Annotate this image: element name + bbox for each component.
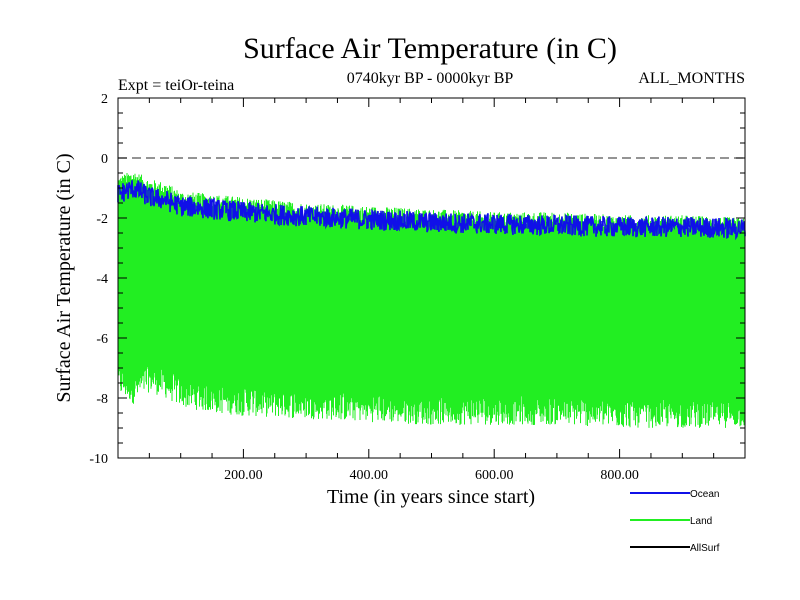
series-land (117, 172, 746, 428)
x-tick-label: 200.00 (224, 468, 263, 483)
x-tick-label: 600.00 (475, 468, 514, 483)
chart-title: Surface Air Temperature (in C) (243, 32, 617, 65)
x-axis-label: Time (in years since start) (327, 486, 535, 508)
y-tick-label: 0 (101, 152, 108, 167)
y-tick-label: -6 (96, 332, 108, 347)
y-tick-label: 2 (101, 92, 108, 107)
y-tick-label: -4 (96, 272, 108, 287)
legend-label-land: Land (690, 516, 712, 527)
y-tick-label: -8 (96, 392, 108, 407)
plot-area (117, 157, 746, 428)
series-ocean (117, 180, 746, 241)
experiment-label: Expt = teiOr-teina (118, 77, 234, 94)
axis-ticks: 2 0 -2 -4 -6 -8 -10 200.00 400.00 600.00 800.00 (89, 92, 745, 483)
x-tick-label: 800.00 (600, 468, 639, 483)
legend-label-allsurf: AllSurf (690, 543, 720, 554)
x-tick-label: 400.00 (350, 468, 389, 483)
y-axis-label: Surface Air Temperature (in C) (53, 153, 75, 402)
y-tick-label: -10 (89, 452, 108, 467)
y-tick-label: -2 (96, 212, 108, 227)
chart-subtitle: 0740kyr BP - 0000kyr BP (347, 70, 514, 87)
legend-label-ocean: Ocean (690, 489, 719, 500)
months-label: ALL_MONTHS (638, 70, 745, 87)
legend: Ocean Land AllSurf (630, 489, 720, 554)
